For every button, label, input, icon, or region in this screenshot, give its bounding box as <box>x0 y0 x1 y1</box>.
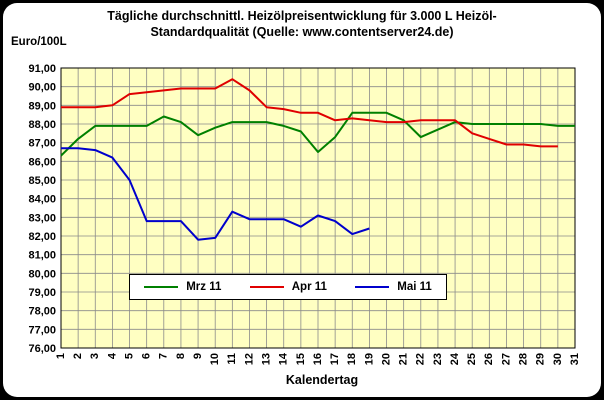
x-tick-label: 22 <box>415 353 427 365</box>
x-tick-label: 23 <box>432 353 444 365</box>
x-tick-label: 20 <box>380 353 392 365</box>
y-tick-label: 87,00 <box>28 138 56 150</box>
x-tick-label: 27 <box>500 353 512 365</box>
y-tick-label: 91,00 <box>28 63 56 75</box>
chart-subtitle: Standardqualität (Quelle: www.contentser… <box>150 25 454 39</box>
y-tick-label: 88,00 <box>28 119 56 131</box>
legend-label-mrz: Mrz 11 <box>186 281 222 293</box>
x-tick-label: 15 <box>295 353 307 365</box>
x-tick-label: 3 <box>89 353 101 359</box>
legend-item-apr: Apr 11 <box>249 281 327 293</box>
x-tick-label: 12 <box>243 353 255 365</box>
x-tick-label: 10 <box>209 353 221 365</box>
legend-swatch-apr <box>249 286 284 288</box>
x-tick-label: 13 <box>261 353 273 365</box>
x-tick-label: 1 <box>55 353 67 359</box>
x-tick-label: 5 <box>123 353 135 359</box>
legend-label-mai: Mai 11 <box>397 281 432 293</box>
chart-frame: Tägliche durchschnittl. Heizölpreisentwi… <box>3 3 601 397</box>
x-tick-label: 29 <box>535 353 547 365</box>
x-tick-label: 24 <box>449 352 461 365</box>
legend-label-apr: Apr 11 <box>291 281 327 293</box>
y-tick-label: 81,00 <box>28 250 56 262</box>
x-tick-label: 19 <box>363 353 375 365</box>
y-tick-label: 80,00 <box>28 268 56 280</box>
x-tick-label: 17 <box>329 353 341 365</box>
x-axis-label: Kalendertag <box>285 373 359 387</box>
series-line-apr-11 <box>61 78 558 148</box>
x-tick-label: 4 <box>106 352 118 359</box>
x-tick-label: 31 <box>569 353 581 365</box>
x-tick-label: 14 <box>278 352 290 365</box>
y-tick-label: 76,00 <box>28 343 56 355</box>
x-tick-label: 7 <box>158 353 170 359</box>
series-line-mai-11 <box>61 147 370 241</box>
x-tick-label: 16 <box>312 353 324 365</box>
legend-item-mrz: Mrz 11 <box>144 281 221 293</box>
legend-swatch-mrz <box>144 286 179 288</box>
y-tick-label: 78,00 <box>28 306 56 318</box>
x-tick-label: 26 <box>483 353 495 365</box>
x-tick-label: 18 <box>346 353 358 365</box>
y-tick-label: 84,00 <box>28 194 56 206</box>
y-tick-label: 83,00 <box>28 212 56 224</box>
x-tick-label: 11 <box>226 353 238 365</box>
x-tick-label: 6 <box>141 353 153 359</box>
x-tick-label: 2 <box>72 353 84 359</box>
x-tick-label: 25 <box>466 353 478 365</box>
plot-border <box>60 67 576 349</box>
y-axis-label: Euro/100L <box>11 36 67 48</box>
y-tick-label: 77,00 <box>28 324 56 336</box>
y-tick-label: 85,00 <box>28 175 56 187</box>
x-tick-label: 30 <box>552 353 564 365</box>
y-tick-label: 89,00 <box>28 100 56 112</box>
y-tick-label: 90,00 <box>28 82 56 94</box>
x-tick-label: 9 <box>192 353 204 359</box>
y-tick-label: 79,00 <box>28 287 56 299</box>
legend: Mrz 11 Apr 11 Mai 11 <box>129 274 447 300</box>
chart-title: Tägliche durchschnittl. Heizölpreisentwi… <box>107 9 497 23</box>
legend-item-mai: Mai 11 <box>355 281 432 293</box>
y-tick-label: 82,00 <box>28 231 56 243</box>
x-tick-label: 8 <box>175 353 187 359</box>
legend-swatch-mai <box>355 286 390 288</box>
line-chart: 76,00 77,00 78,00 79,00 80,00 81,00 82,00 83,00… <box>28 63 581 365</box>
x-tick-label: 28 <box>518 353 530 365</box>
series-line-mrz-11 <box>60 111 575 157</box>
x-tick-label: 21 <box>398 353 410 365</box>
y-tick-label: 86,00 <box>28 156 56 168</box>
